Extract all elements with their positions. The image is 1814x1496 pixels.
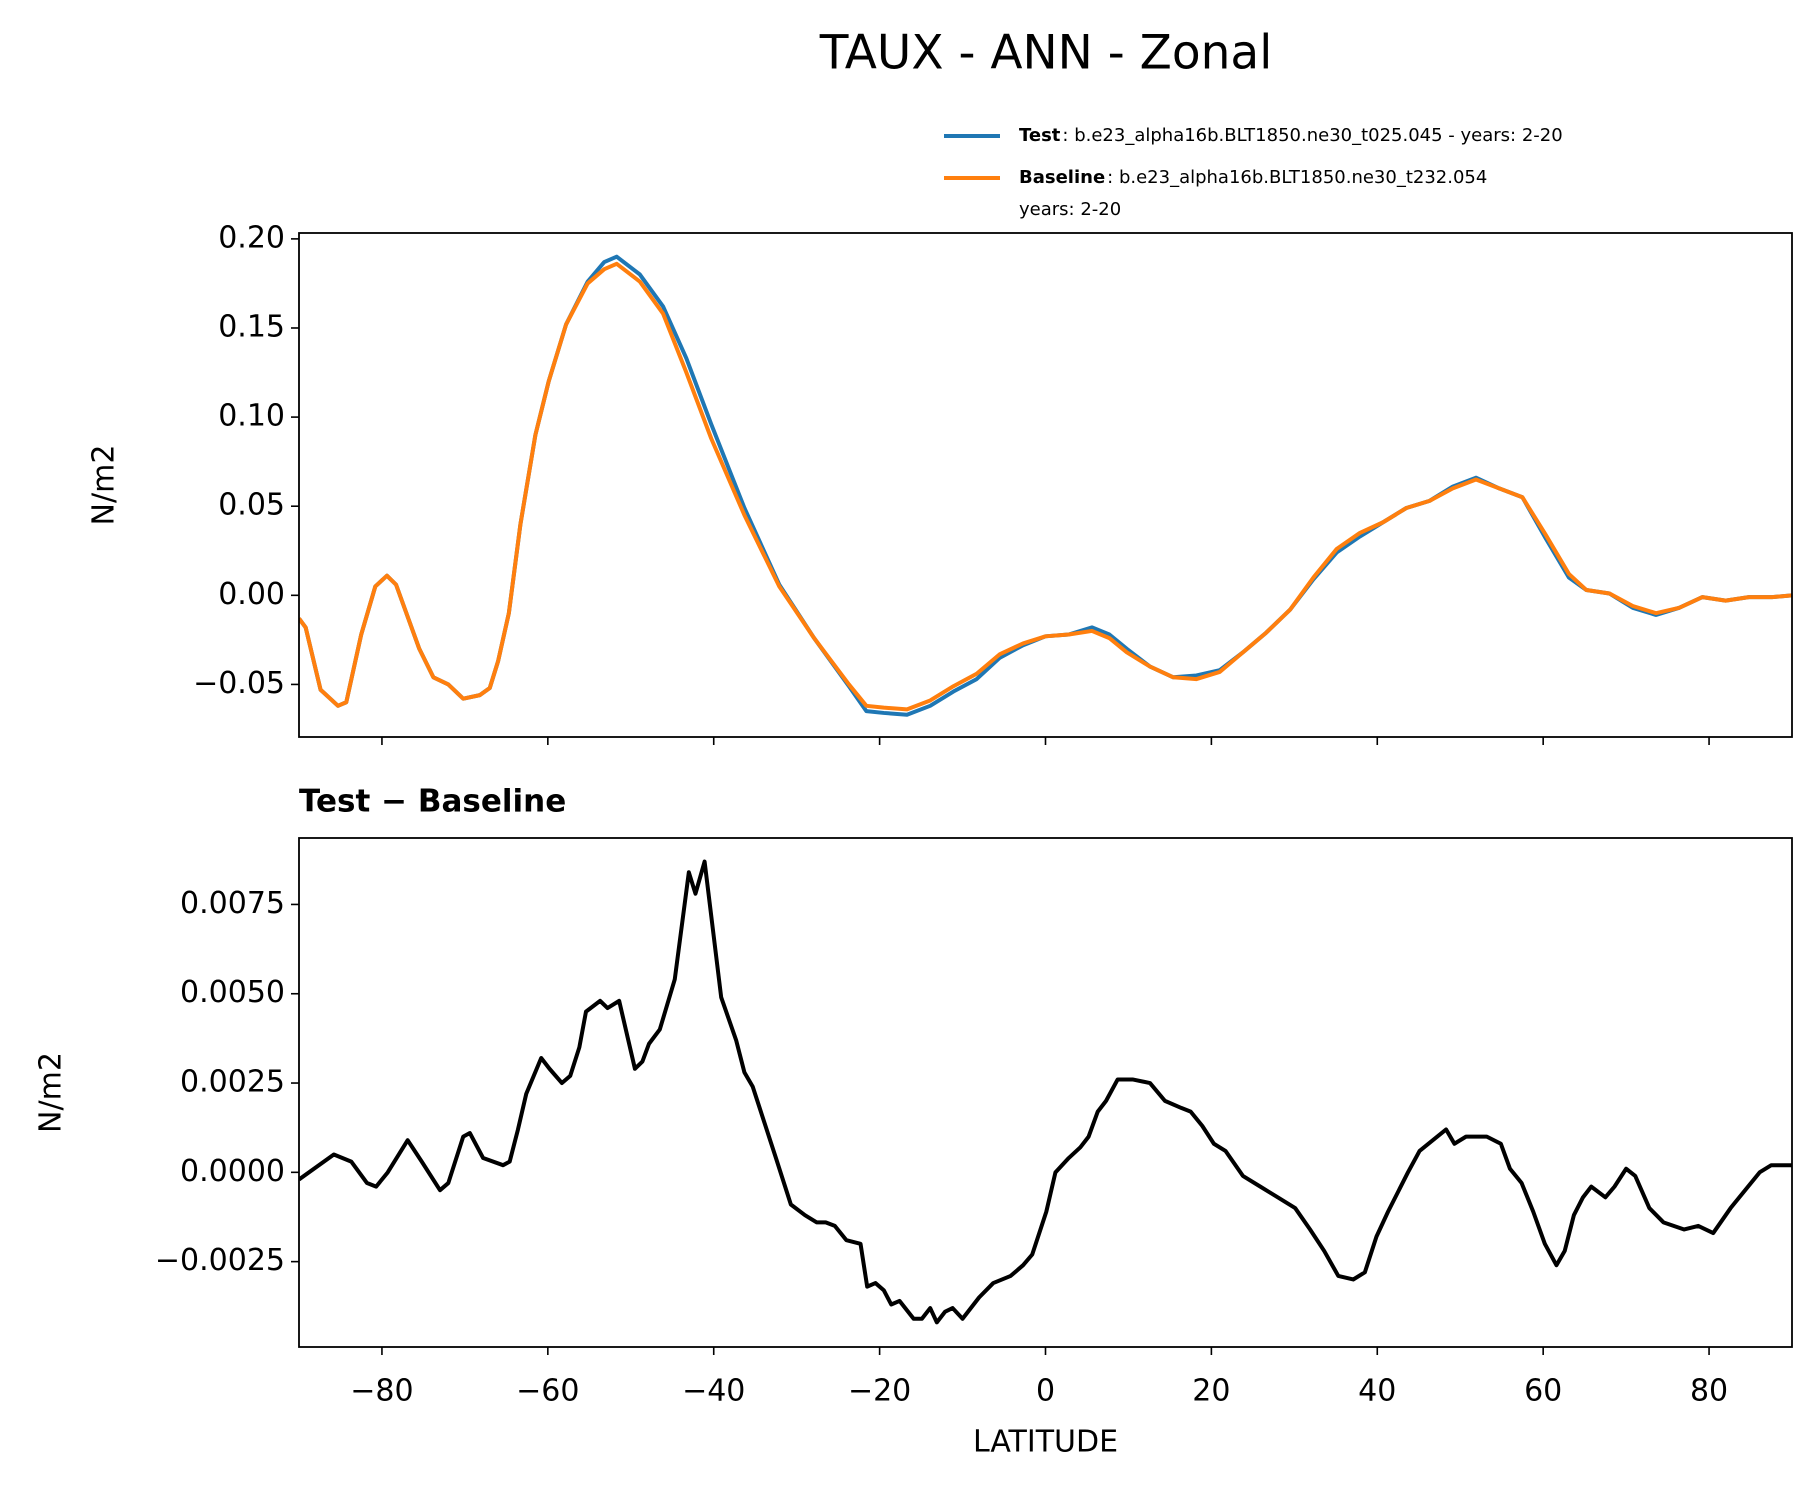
y-tick-label: 0.0025 (180, 1065, 285, 1100)
data-line (299, 859, 1792, 1325)
panel-subtitle: Test − Baseline (299, 784, 566, 820)
y-tick-label: 0.20 (218, 220, 285, 255)
y-tick-label: 0.00 (218, 577, 285, 612)
y-axis-label: N/m2 (87, 445, 122, 526)
y-tick-label: 0.10 (218, 399, 285, 434)
x-axis-label: LATITUDE (973, 1425, 1118, 1460)
y-tick-label: 0.05 (218, 488, 285, 523)
y-tick-label: 0.0075 (180, 886, 285, 921)
x-tick-label: 40 (1358, 1374, 1396, 1409)
x-tick-label: 80 (1690, 1374, 1728, 1409)
legend-description: : b.e23_alpha16b.BLT1850.ne30_t232.054 (1107, 167, 1487, 188)
data-line (299, 261, 1792, 712)
legend-name: Test (1019, 125, 1061, 146)
chart-title: TAUX - ANN - Zonal (819, 26, 1273, 81)
x-tick-label: 60 (1524, 1374, 1562, 1409)
y-tick-label: −0.0025 (155, 1243, 285, 1278)
legend-name: Baseline (1019, 167, 1105, 188)
y-tick-label: 0.0000 (180, 1154, 285, 1189)
legend-description: : b.e23_alpha16b.BLT1850.ne30_t025.045 -… (1062, 125, 1562, 146)
y-tick-label: 0.15 (218, 309, 285, 344)
x-tick-label: −80 (350, 1374, 413, 1409)
plot-frame (298, 232, 1793, 738)
x-tick-label: −60 (516, 1374, 579, 1409)
x-tick-label: −20 (848, 1374, 911, 1409)
legend-description: years: 2-20 (1019, 199, 1121, 220)
data-line (299, 254, 1792, 717)
y-tick-label: 0.0050 (180, 975, 285, 1010)
x-tick-label: −40 (682, 1374, 745, 1409)
x-tick-label: 20 (1192, 1374, 1230, 1409)
y-tick-label: −0.05 (193, 666, 285, 701)
y-axis-label: N/m2 (34, 1052, 69, 1133)
plot-frame (298, 837, 1793, 1348)
x-tick-label: 0 (1036, 1374, 1055, 1409)
